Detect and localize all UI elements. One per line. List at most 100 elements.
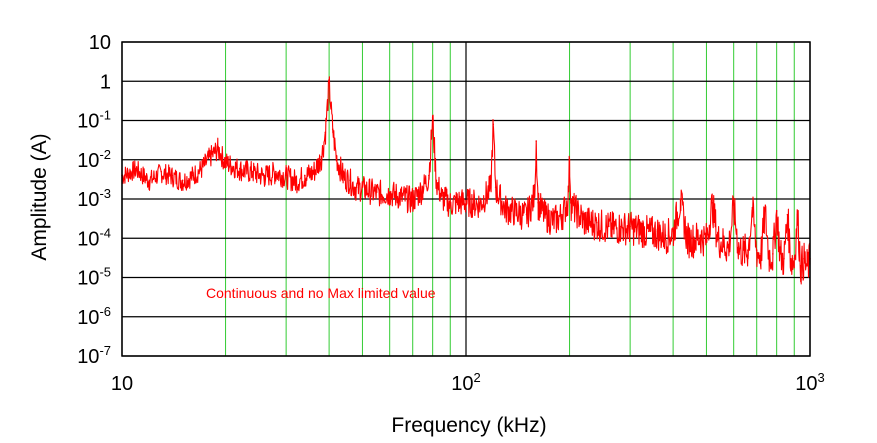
series-point [494, 186, 497, 188]
series-point [582, 218, 585, 221]
series-point [428, 174, 430, 177]
series-point [783, 257, 785, 260]
y-axis-title: Amplitude (A) [28, 133, 51, 260]
x-tick-label: 103 [795, 370, 824, 395]
series-point [238, 167, 241, 170]
x-axis-title: Frequency (kHz) [391, 414, 546, 437]
series-point [607, 225, 610, 228]
series-point [148, 179, 151, 182]
series-point [324, 131, 327, 134]
series-point [355, 186, 358, 188]
series-point [796, 213, 799, 216]
x-tick-label: 10 [111, 373, 133, 395]
series-point [312, 170, 315, 173]
series-point [181, 179, 184, 182]
series-point [806, 264, 808, 267]
series-point [747, 249, 749, 251]
chart-annotation: Continuous and no Max limited value [206, 285, 436, 301]
x-tick-labels: 10 102 103 [111, 370, 825, 395]
series-point [217, 147, 219, 149]
series-point [772, 253, 774, 255]
series-point [619, 225, 621, 228]
series-point [388, 191, 391, 193]
series-point [570, 202, 572, 204]
series-point [285, 174, 287, 177]
series-layer [121, 76, 811, 285]
y-tick-label: 10-4 [77, 225, 111, 250]
series-point [349, 179, 351, 182]
series-point [435, 179, 438, 182]
series-point [803, 257, 805, 260]
series-point [717, 237, 719, 240]
series-point [567, 198, 569, 200]
series-point [411, 198, 414, 200]
series-point [400, 195, 403, 197]
series-point [335, 155, 338, 158]
series-point [755, 249, 758, 251]
series-point [722, 241, 725, 243]
series-point [479, 202, 482, 204]
series-point [775, 210, 778, 212]
plot-frame [121, 41, 811, 357]
series-point [457, 199, 460, 202]
series-point [786, 213, 789, 216]
series-point [737, 246, 740, 248]
series-point [263, 174, 266, 177]
series-point [544, 213, 547, 216]
series-point [553, 218, 555, 221]
series-point [171, 174, 174, 177]
series-point [799, 264, 802, 267]
series-point [779, 253, 782, 255]
series-point [294, 179, 297, 182]
series-point [251, 170, 254, 173]
series-point [533, 195, 536, 197]
series-line [121, 76, 811, 285]
series-point [664, 234, 667, 236]
x-tick-label: 102 [451, 370, 480, 395]
series-point [504, 206, 506, 209]
series-point [465, 199, 467, 202]
series-point [705, 237, 708, 240]
series-point [375, 191, 378, 193]
y-tick-label: 1 [100, 71, 111, 93]
y-tick-label: 10-7 [77, 343, 111, 368]
series-point [224, 160, 227, 163]
series-point [320, 155, 323, 158]
series-point [537, 202, 539, 204]
series-point [440, 195, 443, 197]
series-point [431, 116, 434, 119]
series-point [751, 206, 754, 209]
series-point [535, 140, 538, 142]
series-point [727, 246, 730, 248]
series-point [672, 230, 674, 233]
series-point [489, 186, 492, 188]
series-point [191, 174, 194, 177]
series-point [449, 202, 452, 204]
series-point [686, 237, 689, 240]
series-point [656, 230, 659, 233]
series-point [331, 128, 334, 131]
series-point [790, 257, 792, 260]
series-point [525, 213, 528, 216]
series-point [760, 253, 762, 255]
series-point [304, 174, 306, 177]
series-point [422, 186, 424, 188]
series-point [492, 123, 495, 126]
series-point [742, 249, 745, 251]
y-tick-labels: 10 1 10-1 10-2 10-3 10-4 10-5 10-6 10-7 [77, 32, 111, 368]
series-point [768, 253, 770, 255]
series-point [711, 202, 714, 204]
series-point [160, 170, 162, 173]
y-tick-label: 10-6 [77, 304, 111, 329]
series-point [679, 198, 682, 200]
series-point [568, 158, 571, 161]
series-point [342, 174, 345, 177]
series-point [793, 257, 796, 260]
series-point [629, 225, 631, 228]
series-point [200, 167, 203, 170]
y-tick-label: 10-5 [77, 265, 111, 290]
series-point [764, 210, 766, 212]
series-point [595, 221, 598, 224]
y-tick-label: 10-1 [77, 108, 111, 133]
